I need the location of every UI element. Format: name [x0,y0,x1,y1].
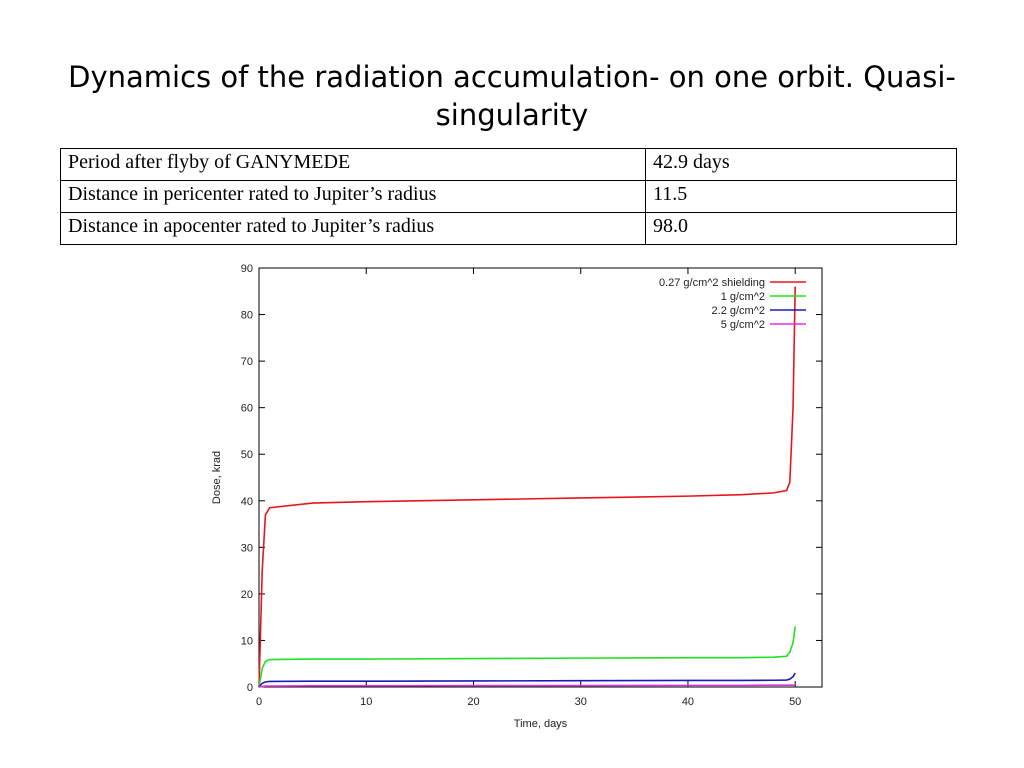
legend-label: 0.27 g/cm^2 shielding [659,277,765,289]
data-line [258,626,796,688]
table-row: Period after flyby of GANYMEDE 42.9 days [60,148,957,181]
y-tick-label: 50 [241,449,253,461]
y-tick-label: 80 [241,310,253,322]
x-tick-label: 40 [682,696,694,708]
legend-label: 1 g/cm^2 [721,291,765,303]
y-tick-label: 0 [247,682,253,694]
data-line [258,684,796,688]
table-cell: Distance in apocenter rated to Jupiter’s… [60,212,646,245]
y-axis-label: Dose, krad [211,451,223,504]
y-tick-label: 10 [241,635,253,647]
table-row: Distance in apocenter rated to Jupiter’s… [60,212,957,245]
x-tick-label: 20 [467,696,479,708]
y-tick-label: 60 [241,403,253,415]
y-tick-label: 40 [241,496,253,508]
slide-title: Dynamics of the radiation accumulation- … [68,60,956,132]
info-table: Period after flyby of GANYMEDE 42.9 days … [60,148,957,245]
x-axis-label: Time, days [514,718,568,730]
x-tick-label: 30 [575,696,587,708]
y-tick-label: 70 [241,356,253,368]
data-line [258,286,796,688]
y-tick-label: 90 [241,263,253,275]
legend-label: 5 g/cm^2 [721,319,765,331]
table-cell: Period after flyby of GANYMEDE [60,148,646,181]
table-cell: Distance in pericenter rated to Jupiter’… [60,180,646,213]
legend-label: 2.2 g/cm^2 [712,305,765,317]
y-tick-label: 20 [241,589,253,601]
x-tick-label: 50 [789,696,801,708]
plot-frame [258,267,823,688]
data-line [258,672,796,688]
x-tick-label: 0 [256,696,262,708]
y-tick-label: 30 [241,542,253,554]
table-row: Distance in pericenter rated to Jupiter’… [60,180,957,213]
x-tick-label: 10 [360,696,372,708]
table-cell: 98.0 [645,212,957,245]
